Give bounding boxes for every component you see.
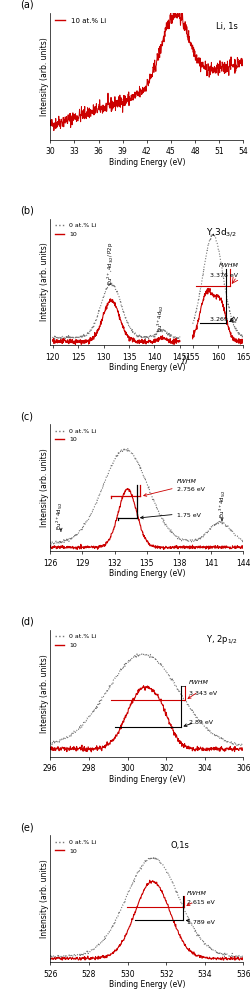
Text: Y,3d$_{3/2}$: Y,3d$_{3/2}$ (206, 226, 237, 239)
Text: Y, 2p$_{1/2}$: Y, 2p$_{1/2}$ (205, 634, 237, 647)
Text: (b): (b) (20, 205, 34, 215)
X-axis label: Binding Energy (eV): Binding Energy (eV) (108, 158, 184, 167)
Text: Eu$^{3+}$4d$_{5/2}$: Eu$^{3+}$4d$_{5/2}$ (155, 304, 165, 331)
X-axis label: Binding Energy (eV): Binding Energy (eV) (108, 980, 184, 989)
Text: 3.376 eV: 3.376 eV (210, 273, 238, 278)
Y-axis label: Intensity (arb. units): Intensity (arb. units) (40, 448, 48, 527)
Legend: 0 at.% Li, 10: 0 at.% Li, 10 (53, 838, 97, 855)
Y-axis label: Intensity (arb. units): Intensity (arb. units) (40, 654, 48, 732)
Text: 2.615 eV: 2.615 eV (186, 901, 214, 906)
Text: (e): (e) (20, 822, 34, 832)
Y-axis label: Intensity (arb. units): Intensity (arb. units) (40, 859, 48, 938)
X-axis label: Binding Energy (eV): Binding Energy (eV) (108, 363, 184, 372)
Legend: 0 at.% Li, 10: 0 at.% Li, 10 (53, 428, 97, 443)
Text: 3.343 eV: 3.343 eV (188, 690, 216, 695)
Text: FWHM: FWHM (188, 680, 208, 684)
Legend: 0 at.% Li, 10: 0 at.% Li, 10 (53, 221, 97, 238)
X-axis label: Binding Energy (eV): Binding Energy (eV) (108, 775, 184, 784)
Text: FWHM: FWHM (218, 263, 238, 268)
Legend: 10 at.% Li: 10 at.% Li (54, 17, 107, 25)
Text: 1.75 eV: 1.75 eV (176, 513, 200, 518)
Text: (a): (a) (20, 0, 34, 10)
Text: (d): (d) (20, 617, 34, 627)
Legend: 0 at.% Li, 10: 0 at.% Li, 10 (53, 633, 97, 649)
Text: 2.756 eV: 2.756 eV (176, 487, 204, 492)
X-axis label: Binding Energy (eV): Binding Energy (eV) (108, 569, 184, 578)
Text: FWHM: FWHM (186, 891, 206, 896)
Text: 1.789 eV: 1.789 eV (186, 920, 214, 925)
Text: Eu$^{3+}$4d$_{5/2}$: Eu$^{3+}$4d$_{5/2}$ (216, 489, 226, 518)
Y-axis label: Intensity (arb. units): Intensity (arb. units) (40, 243, 48, 321)
Text: 3.269 eV: 3.269 eV (210, 317, 238, 322)
Text: (c): (c) (20, 411, 33, 421)
Text: Eu$^{2+}$4d$_{5/2}$: Eu$^{2+}$4d$_{5/2}$ (54, 501, 63, 531)
Y-axis label: Intensity (arb. units): Intensity (arb. units) (40, 37, 48, 116)
Text: Li, 1s: Li, 1s (215, 23, 237, 32)
Text: O,1s: O,1s (169, 841, 188, 850)
Text: FWHM: FWHM (176, 479, 196, 484)
Text: //: // (181, 355, 188, 365)
Text: 2.89 eV: 2.89 eV (188, 720, 212, 725)
Text: Eu$^{2+}$,4d$_{3/2}$/ P2p: Eu$^{2+}$,4d$_{3/2}$/ P2p (104, 242, 114, 285)
